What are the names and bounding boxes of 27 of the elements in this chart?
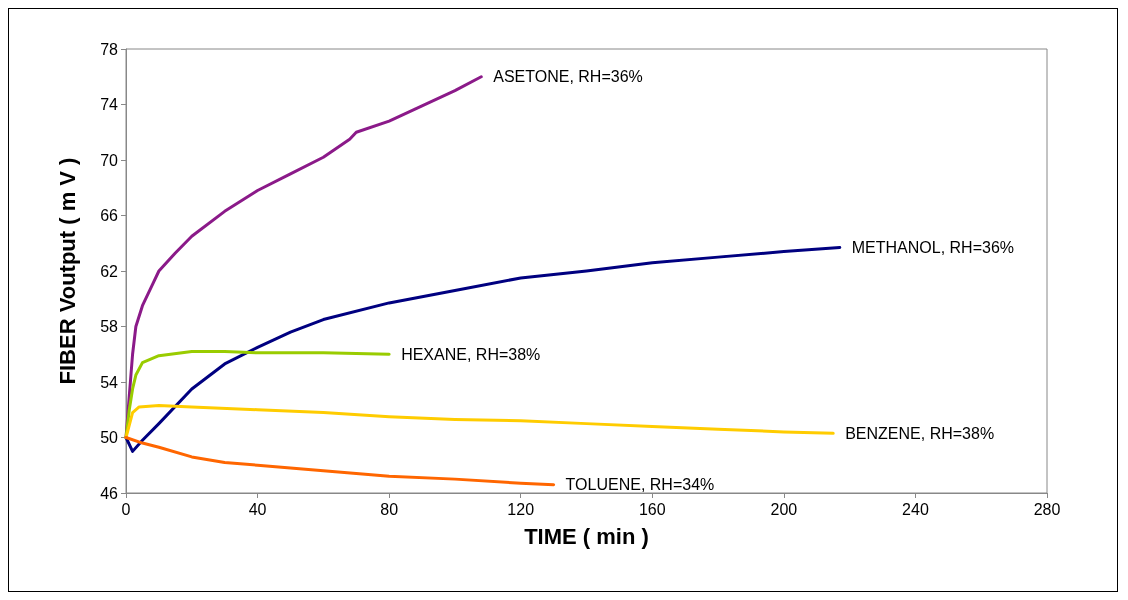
y-tick-label: 74 xyxy=(100,96,119,113)
line-series xyxy=(124,245,842,453)
x-tick-label: 200 xyxy=(770,500,798,518)
y-tick-label: 46 xyxy=(100,484,119,502)
x-tick-label: 280 xyxy=(1033,500,1061,518)
y-tick-label: 70 xyxy=(100,151,119,169)
line-series xyxy=(124,436,556,487)
y-tick-label: 50 xyxy=(100,429,119,446)
y-tick-label: 66 xyxy=(100,207,119,224)
x-tick-label: 160 xyxy=(638,500,666,518)
x-tick-label: 80 xyxy=(380,500,399,518)
y-tick-label: 62 xyxy=(100,262,119,280)
series-label: ASETONE, RH=36% xyxy=(493,68,643,86)
line-series xyxy=(124,404,835,439)
y-tick-label: 78 xyxy=(100,40,119,58)
y-tick-label: 58 xyxy=(100,318,119,335)
series-label: TOLUENE, RH=34% xyxy=(565,476,715,494)
x-tick-label: 0 xyxy=(121,500,131,518)
x-tick-label: 40 xyxy=(248,500,267,518)
x-tick-label: 120 xyxy=(507,500,535,518)
y-axis-title: FIBER Voutput ( m V ) xyxy=(54,157,80,385)
series-label: HEXANE, RH=38% xyxy=(401,345,541,363)
y-tick-label: 54 xyxy=(100,373,119,391)
x-axis-title: TIME ( min ) xyxy=(524,523,649,549)
series-label: METHANOL, RH=36% xyxy=(851,238,1015,256)
series-label: BENZENE, RH=38% xyxy=(845,424,995,442)
x-tick-label: 240 xyxy=(902,500,929,518)
